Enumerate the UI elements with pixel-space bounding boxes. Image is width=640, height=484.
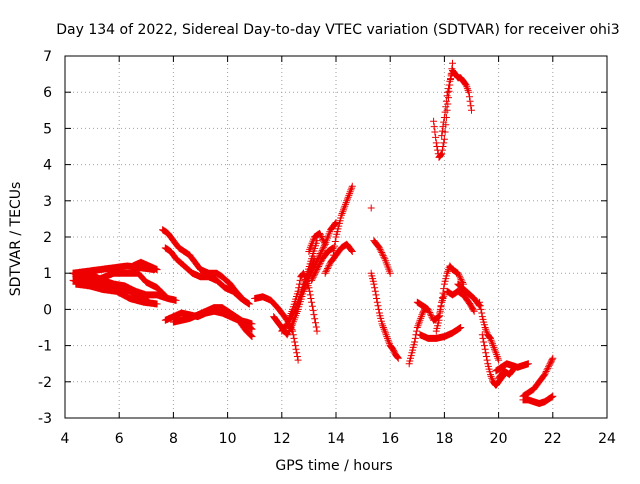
y-tick-label: 6 [43,85,52,101]
series-track-19 [321,240,356,277]
series-track-18 [308,244,337,284]
marker-path [495,363,519,382]
marker-path [519,392,557,407]
y-tick-label: 1 [43,266,52,282]
y-tick-label: -3 [38,411,52,427]
y-tick-label: 0 [43,302,52,318]
data-markers [69,59,557,407]
marker-path [321,240,356,277]
x-tick-label: 20 [490,431,508,447]
x-tick-label: 8 [169,431,178,447]
marker-path [416,324,465,342]
x-tick-label: 16 [381,431,399,447]
series-track-35 [495,363,519,382]
series-track-21 [367,204,375,212]
series-track-23 [367,269,402,362]
marker-path [432,262,467,335]
x-tick-label: 10 [219,431,237,447]
marker-path [161,244,253,308]
y-tick-label: 3 [43,194,52,210]
series-track-20 [329,182,356,259]
marker-path [329,182,356,259]
marker-path [367,269,402,362]
y-tick-label: 4 [43,158,52,174]
x-tick-label: 12 [273,431,291,447]
y-axis-label: SDTVAR / TECUs [8,182,24,297]
x-tick-label: 24 [598,431,616,447]
marker-path [308,244,337,284]
marker-path [237,320,256,341]
y-tick-label: -1 [38,339,52,355]
marker-path [300,240,329,295]
marker-path [476,298,503,364]
series-track-10 [169,304,256,333]
marker-path [438,67,475,140]
x-axis-label: GPS time / hours [275,458,392,474]
x-tick-label: 22 [544,431,562,447]
series-track-27 [432,262,467,335]
marker-path [519,354,557,400]
series-track-28 [443,287,478,315]
x-tick-label: 4 [61,431,70,447]
series-track-17 [305,219,340,255]
y-tick-label: -2 [38,375,52,391]
series-track-26 [416,324,465,342]
x-tick-label: 14 [327,431,345,447]
marker-path [129,258,161,274]
y-tick-label: 7 [43,49,52,65]
y-tick-label: 5 [43,121,52,137]
marker-path [367,204,375,212]
y-tick-label: 2 [43,230,52,246]
series-track-08 [161,244,253,308]
x-tick-label: 18 [435,431,453,447]
series-track-22 [370,237,394,277]
series-track-37 [519,392,557,407]
series-track-32 [476,298,503,364]
x-tick-label: 6 [115,431,124,447]
series-track-05 [72,273,153,306]
marker-path [169,304,256,333]
series-track-31 [438,67,475,140]
marker-path [305,219,340,255]
marker-path [443,287,478,315]
chart-title: Day 134 of 2022, Sidereal Day-to-day VTE… [56,22,619,38]
series-track-36 [519,354,557,400]
marker-path [72,273,153,306]
marker-path [370,237,394,277]
series-track-11 [237,320,256,341]
series-track-16 [300,240,329,295]
series-track-06 [129,258,161,274]
